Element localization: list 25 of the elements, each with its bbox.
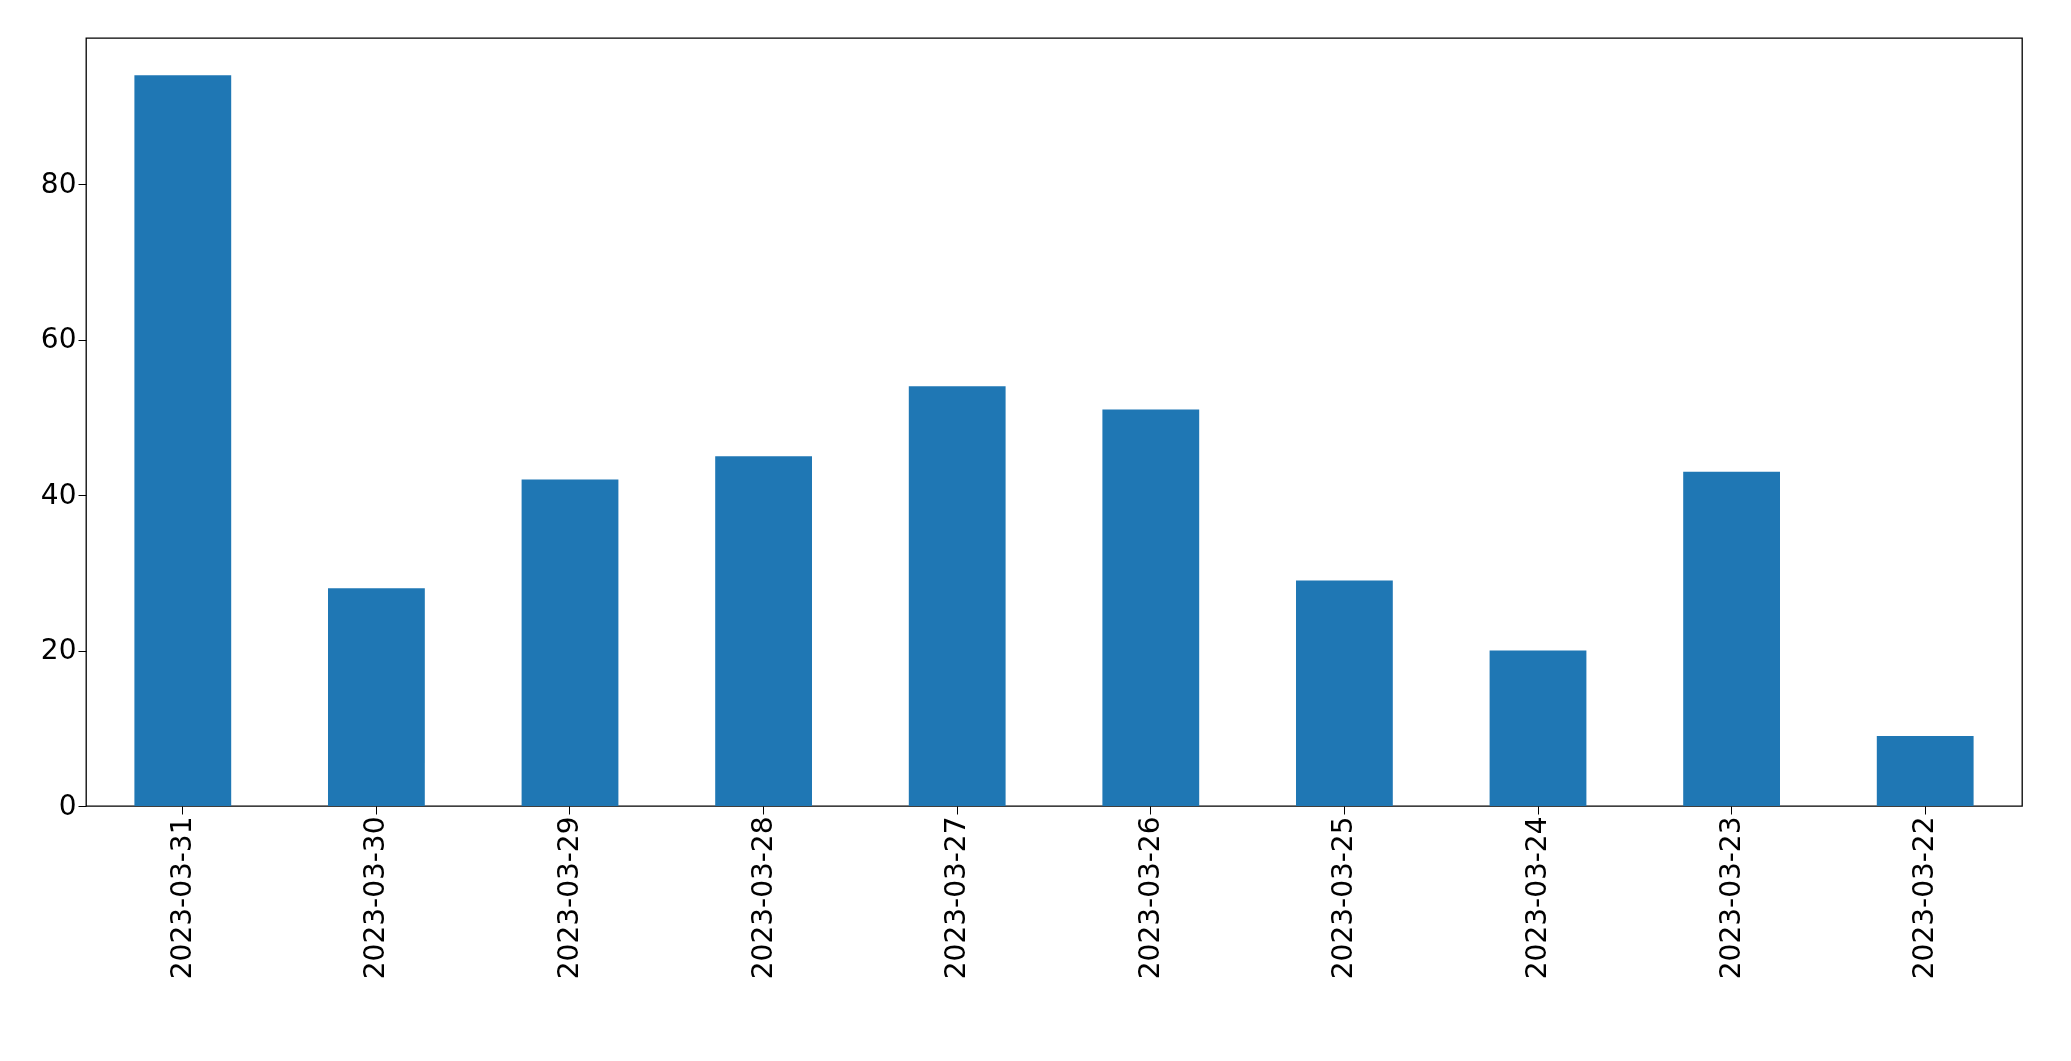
y-tick-label: 80 — [40, 166, 77, 200]
bar — [1102, 409, 1200, 806]
x-tick-label: 2023-03-29 — [552, 816, 585, 980]
bar — [1876, 736, 1974, 806]
x-tick-label: 2023-03-31 — [164, 816, 198, 980]
x-tick-label: 2023-03-28 — [745, 816, 779, 980]
x-tick-label: 2023-03-23 — [1713, 816, 1747, 980]
x-tick-label: 2023-03-27 — [939, 816, 973, 980]
bar — [134, 75, 232, 806]
bar — [1296, 580, 1393, 806]
bar — [328, 588, 425, 806]
x-tick-label: 2023-03-30 — [358, 816, 392, 980]
bar — [715, 456, 812, 806]
y-tick-label: 40 — [40, 477, 77, 511]
y-tick-label: 20 — [40, 633, 77, 667]
bar — [908, 386, 1006, 806]
bar — [521, 479, 619, 806]
x-tick-label: 2023-03-26 — [1132, 816, 1166, 980]
bar — [1489, 650, 1587, 806]
x-tick-label: 2023-03-25 — [1326, 816, 1360, 980]
x-tick-label: 2023-03-24 — [1520, 816, 1553, 980]
y-tick-label: 0 — [58, 788, 77, 822]
y-tick-label: 60 — [40, 322, 77, 356]
x-tick-label: 2023-03-22 — [1907, 816, 1941, 980]
bar — [1683, 471, 1780, 806]
